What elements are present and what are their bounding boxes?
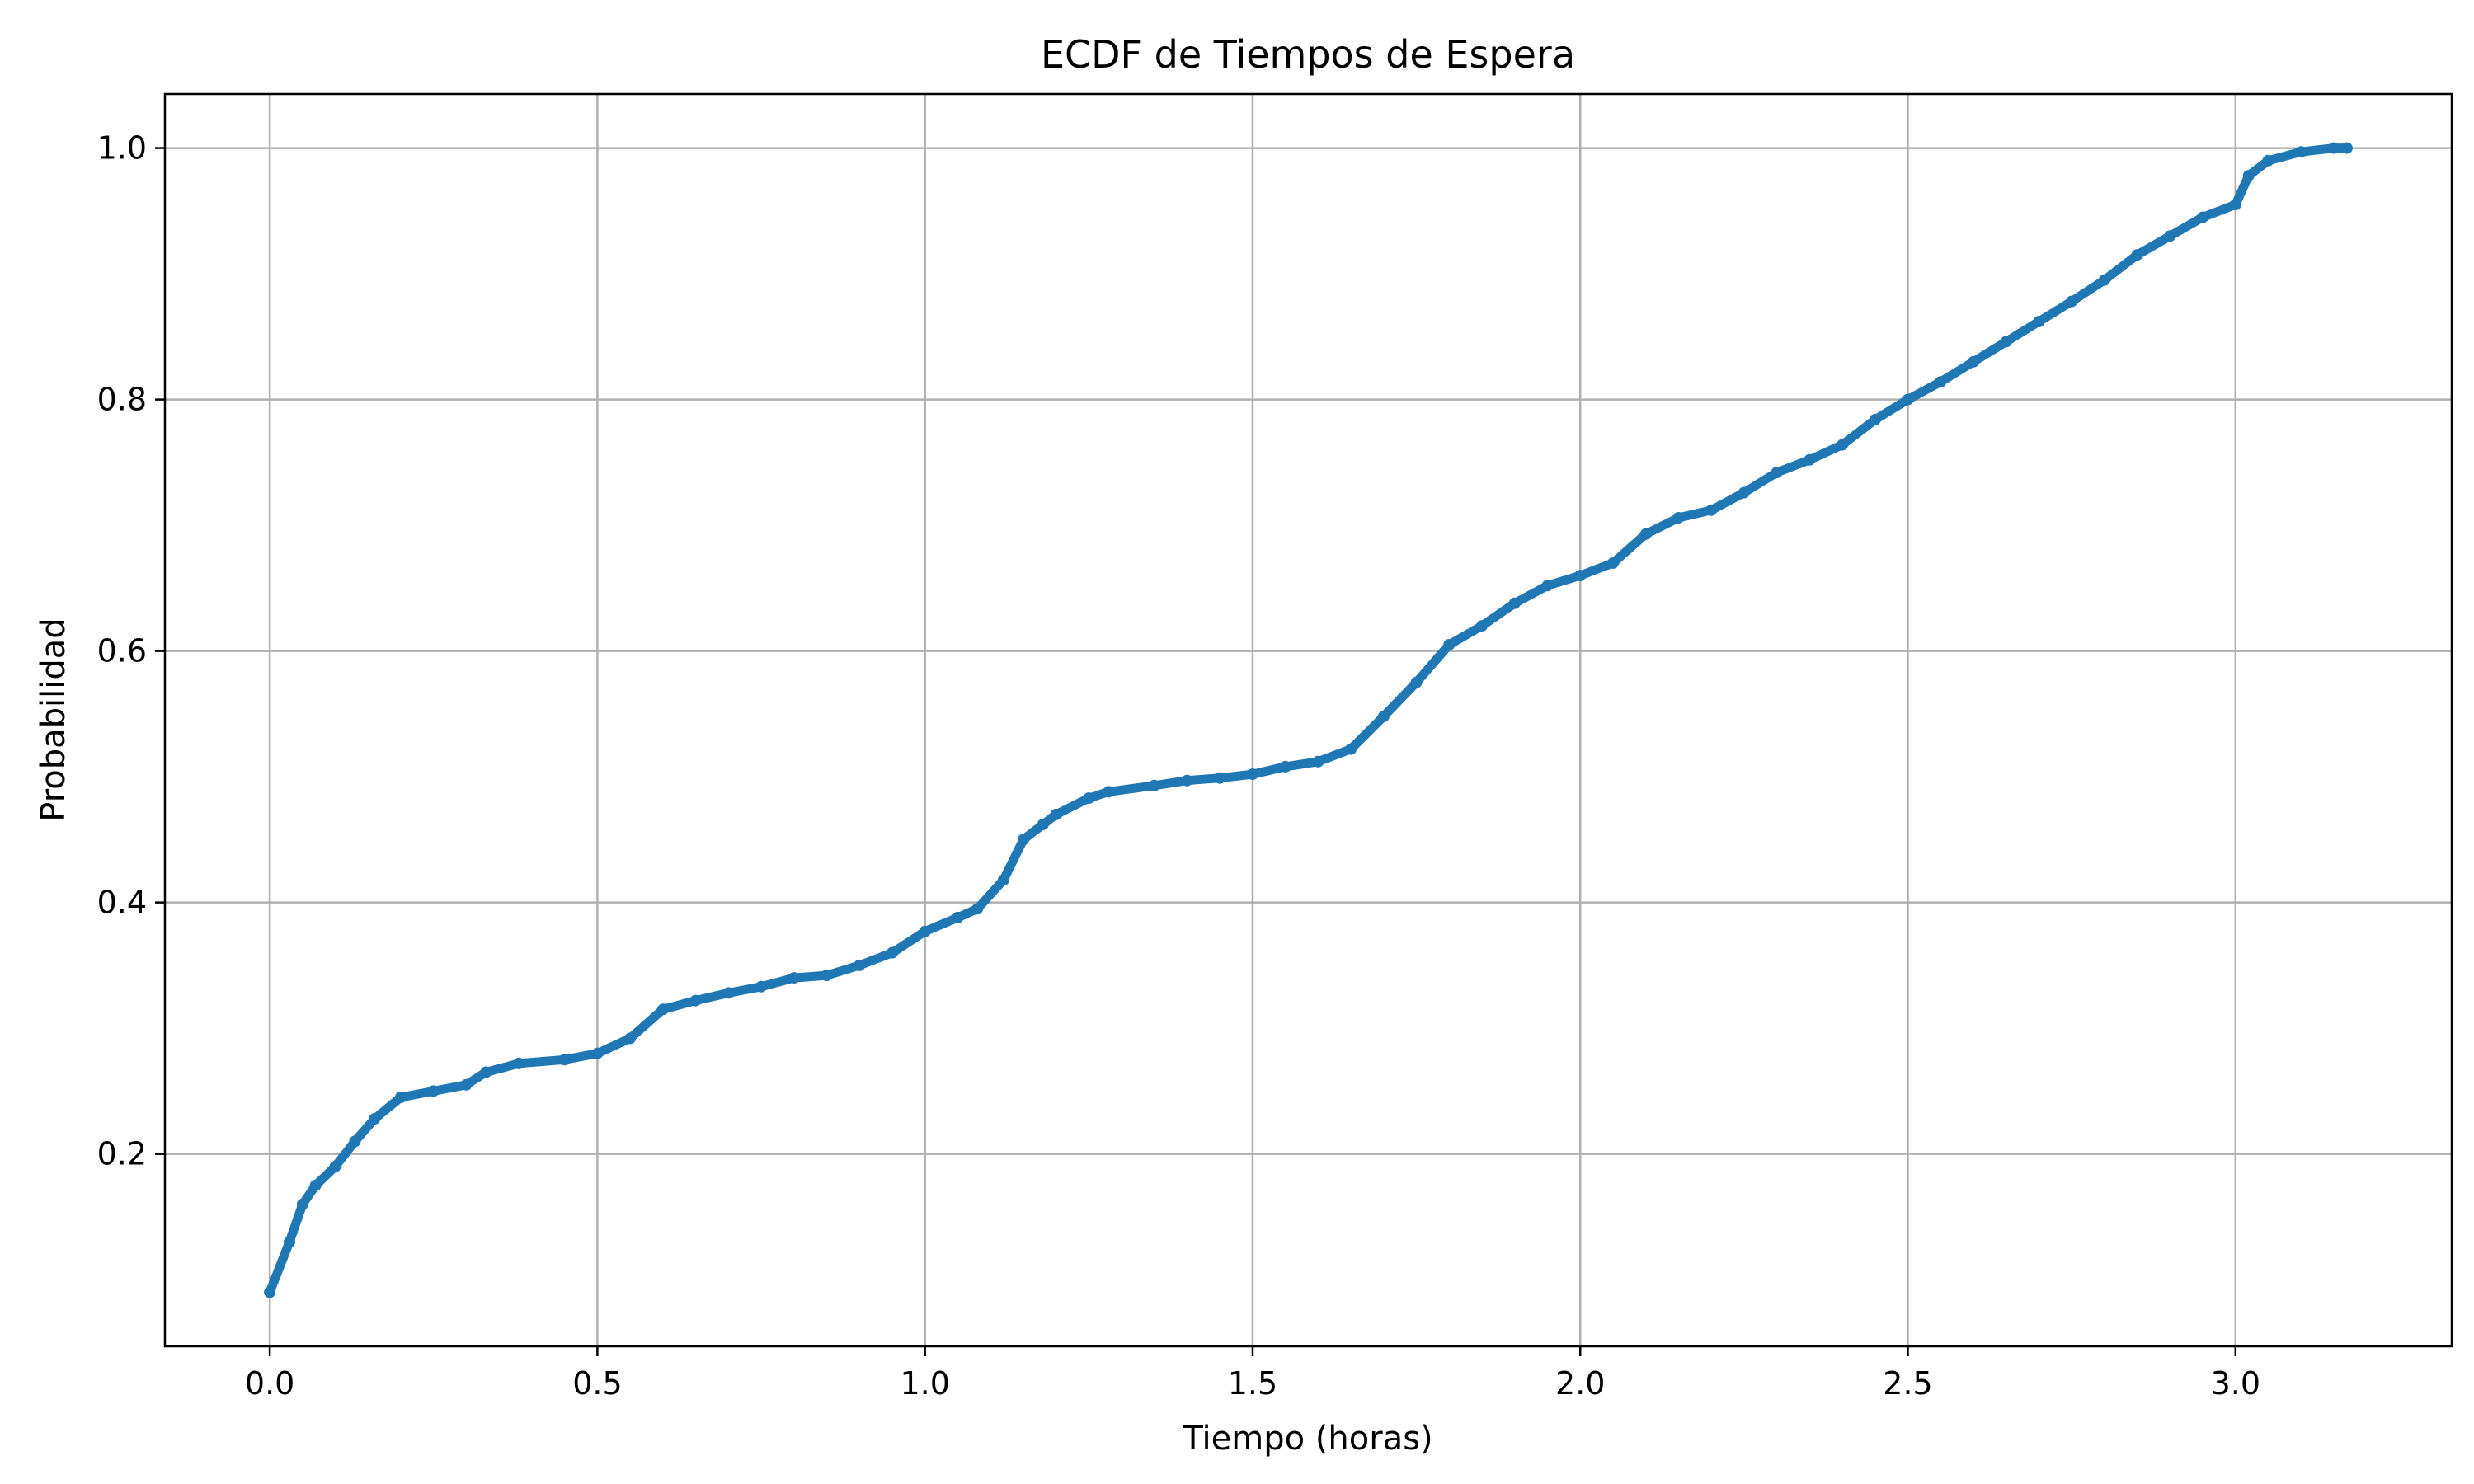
ecdf-data-point: [2242, 170, 2255, 182]
ecdf-data-point: [1443, 639, 1456, 650]
ecdf-data-point: [624, 1032, 637, 1045]
x-tick-label: 2.5: [1883, 1365, 1932, 1402]
x-tick-label: 0.5: [572, 1365, 622, 1402]
ecdf-data-point: [952, 911, 964, 923]
ecdf-data-point: [887, 946, 898, 959]
ecdf-data-point: [2262, 154, 2274, 167]
ecdf-data-point: [689, 994, 702, 1007]
x-tick-label: 2.0: [1555, 1365, 1605, 1402]
x-tick-label: 0.0: [245, 1365, 294, 1402]
ecdf-data-point: [2000, 336, 2012, 348]
ecdf-data-point: [656, 1003, 669, 1016]
ecdf-data-point: [1672, 512, 1685, 524]
ecdf-data-point: [1083, 792, 1095, 805]
ecdf-data-point: [1103, 786, 1115, 798]
ecdf-data-point: [329, 1160, 341, 1172]
y-tick-label: 0.8: [97, 382, 147, 418]
ecdf-data-point: [998, 874, 1009, 886]
ecdf-data-point: [1279, 760, 1291, 773]
ecdf-data-point: [1476, 620, 1489, 632]
ecdf-data-point: [919, 925, 931, 937]
ecdf-data-point: [722, 987, 735, 999]
ecdf-data-point: [2033, 316, 2045, 327]
ecdf-data-point: [2066, 295, 2078, 308]
x-tick-label: 3.0: [2211, 1365, 2260, 1402]
ecdf-data-point: [854, 959, 866, 971]
ecdf-data-point: [1410, 676, 1423, 688]
ecdf-data-point: [2229, 199, 2241, 211]
ecdf-data-point: [558, 1054, 571, 1066]
ecdf-data-point: [1247, 768, 1258, 781]
ecdf-data-point: [1050, 808, 1062, 820]
ecdf-data-point: [2328, 142, 2340, 154]
ecdf-data-point: [821, 970, 833, 982]
y-tick-label: 0.6: [97, 633, 147, 669]
ecdf-data-point: [1837, 439, 1849, 451]
ecdf-data-point: [1541, 580, 1554, 592]
ecdf-data-point: [1017, 834, 1029, 846]
ecdf-data-point: [1804, 453, 1816, 466]
ecdf-data-point: [284, 1236, 295, 1248]
series-layer: [264, 142, 2353, 1298]
y-tick-label: 0.4: [97, 885, 147, 921]
ecdf-data-point: [1639, 528, 1652, 540]
ecdf-data-point: [755, 980, 767, 993]
chart-title: ECDF de Tiempos de Espera: [1041, 32, 1575, 77]
ecdf-data-point: [1377, 710, 1390, 722]
ecdf-data-point: [2197, 211, 2209, 223]
ecdf-data-point: [1902, 393, 1914, 406]
ecdf-data-point: [296, 1198, 308, 1210]
grid-layer: [165, 94, 2452, 1346]
x-tick-label: 1.0: [900, 1365, 949, 1402]
ecdf-data-point: [480, 1066, 492, 1078]
ecdf-data-point: [395, 1092, 407, 1103]
ecdf-data-point: [1968, 355, 1979, 368]
ecdf-data-point: [1312, 755, 1324, 768]
ecdf-data-point: [309, 1179, 322, 1191]
tick-layer: 0.0 0.5 1.0 1.5 2.0 2.5 3.0 0.2 0.4 0.6 0.8 1.0: [97, 130, 2260, 1402]
ecdf-data-point: [1181, 774, 1193, 787]
ecdf-data-point: [1935, 376, 1947, 388]
ecdf-data-point: [1214, 772, 1226, 784]
ecdf-data-point: [1771, 467, 1783, 479]
x-axis-label: Tiempo (horas): [1182, 1420, 1432, 1458]
ecdf-data-point: [369, 1113, 381, 1125]
ecdf-data-point: [2295, 146, 2307, 158]
ecdf-data-point: [427, 1085, 440, 1097]
ecdf-data-point: [460, 1078, 473, 1091]
ecdf-data-point: [1705, 504, 1718, 516]
ecdf-data-point: [2098, 274, 2110, 286]
y-axis-label: Probabilidad: [35, 618, 73, 821]
ecdf-data-point: [1508, 597, 1521, 609]
ecdf-data-point: [1607, 556, 1619, 569]
ecdf-data-point: [513, 1057, 525, 1069]
ecdf-data-point: [1738, 486, 1750, 499]
y-tick-label: 0.2: [97, 1136, 147, 1172]
ecdf-data-point: [2131, 249, 2143, 261]
ecdf-data-point: [2164, 230, 2176, 242]
ecdf-data-point: [971, 903, 984, 915]
ecdf-data-point: [1148, 779, 1160, 791]
plot-frame: [163, 92, 2453, 1348]
ecdf-data-point: [1574, 570, 1587, 582]
ecdf-data-point: [264, 1286, 276, 1298]
ecdf-data-point: [788, 972, 800, 984]
ecdf-data-point: [1345, 743, 1357, 755]
x-tick-label: 1.5: [1228, 1365, 1277, 1402]
y-tick-label: 1.0: [97, 130, 147, 167]
ecdf-data-point: [2340, 142, 2353, 154]
ecdf-data-point: [349, 1135, 361, 1148]
ecdf-data-point: [1037, 819, 1049, 831]
ecdf-data-point: [1869, 414, 1881, 425]
ecdf-data-point: [591, 1047, 604, 1059]
